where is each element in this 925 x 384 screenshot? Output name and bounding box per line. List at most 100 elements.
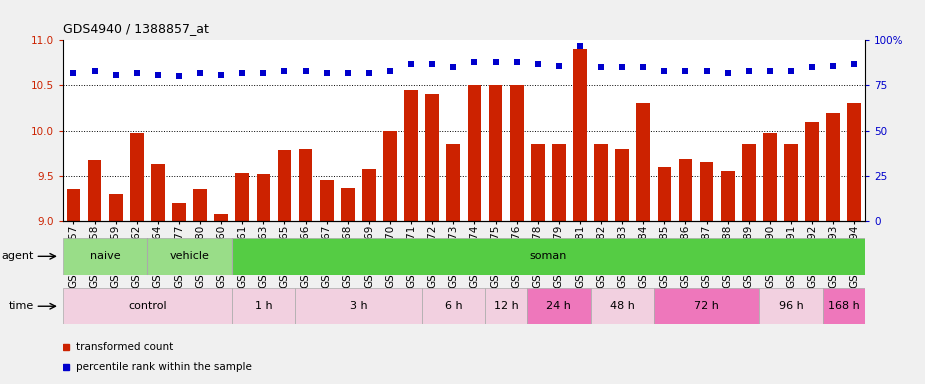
Point <box>530 61 545 67</box>
Point <box>446 64 461 71</box>
Point <box>362 70 376 76</box>
Point <box>783 68 798 74</box>
Bar <box>256 174 270 221</box>
Bar <box>590 288 654 324</box>
Point <box>551 63 566 69</box>
Text: 12 h: 12 h <box>494 301 519 311</box>
Bar <box>467 85 481 221</box>
Text: 24 h: 24 h <box>547 301 572 311</box>
Bar <box>784 144 798 221</box>
Bar <box>236 173 249 221</box>
Bar <box>67 189 80 221</box>
Bar <box>232 238 865 275</box>
Point <box>87 68 102 74</box>
Bar <box>485 288 527 324</box>
Point <box>742 68 757 74</box>
Point <box>615 64 630 71</box>
Point <box>403 61 418 67</box>
Point <box>425 61 439 67</box>
Point <box>171 73 186 79</box>
Bar <box>488 85 502 221</box>
Text: time: time <box>8 301 33 311</box>
Bar <box>193 189 207 221</box>
Text: 96 h: 96 h <box>779 301 804 311</box>
Point <box>256 70 271 76</box>
Text: 6 h: 6 h <box>445 301 462 311</box>
Bar <box>295 288 422 324</box>
Point <box>235 70 250 76</box>
Bar <box>232 288 295 324</box>
Point <box>762 68 777 74</box>
Bar <box>527 288 590 324</box>
Bar <box>594 144 608 221</box>
Text: 3 h: 3 h <box>350 301 367 311</box>
Bar <box>826 113 840 221</box>
Bar <box>699 162 713 221</box>
Point <box>383 68 398 74</box>
Bar <box>299 149 313 221</box>
Bar <box>615 149 629 221</box>
Point <box>805 64 820 71</box>
Point <box>340 70 355 76</box>
Bar <box>721 171 734 221</box>
Bar <box>422 288 485 324</box>
Point <box>678 68 693 74</box>
Bar <box>447 144 461 221</box>
Bar <box>763 133 777 221</box>
Bar <box>426 94 439 221</box>
Point <box>467 59 482 65</box>
Text: vehicle: vehicle <box>169 251 209 262</box>
Text: 168 h: 168 h <box>828 301 859 311</box>
Bar <box>552 144 566 221</box>
Bar <box>88 161 102 221</box>
Point <box>635 64 650 71</box>
Text: transformed count: transformed count <box>76 342 174 352</box>
Point <box>108 71 123 78</box>
Bar <box>742 144 756 221</box>
Bar <box>320 180 334 221</box>
Bar <box>531 144 545 221</box>
Bar <box>278 149 291 221</box>
Bar <box>654 288 759 324</box>
Bar <box>404 90 418 221</box>
Bar <box>130 133 143 221</box>
Text: 1 h: 1 h <box>254 301 272 311</box>
Point <box>319 70 334 76</box>
Point <box>192 70 207 76</box>
Text: GDS4940 / 1388857_at: GDS4940 / 1388857_at <box>63 22 209 35</box>
Point <box>488 59 503 65</box>
Bar <box>63 238 147 275</box>
Point <box>151 71 166 78</box>
Point <box>721 70 735 76</box>
Text: percentile rank within the sample: percentile rank within the sample <box>76 362 253 372</box>
Point <box>510 59 524 65</box>
Bar <box>147 238 232 275</box>
Point <box>847 61 862 67</box>
Bar <box>847 103 861 221</box>
Point <box>594 64 609 71</box>
Text: 72 h: 72 h <box>694 301 719 311</box>
Bar <box>172 203 186 221</box>
Point <box>130 70 144 76</box>
Point <box>657 68 672 74</box>
Text: agent: agent <box>1 251 33 262</box>
Point <box>66 70 80 76</box>
Bar <box>63 288 232 324</box>
Bar <box>806 121 819 221</box>
Bar <box>658 167 672 221</box>
Text: control: control <box>128 301 166 311</box>
Bar <box>109 194 122 221</box>
Bar <box>636 103 650 221</box>
Point <box>214 71 228 78</box>
Bar <box>822 288 865 324</box>
Point <box>573 43 587 49</box>
Bar <box>383 131 397 221</box>
Point <box>826 63 841 69</box>
Bar <box>362 169 376 221</box>
Point <box>699 68 714 74</box>
Bar <box>759 288 822 324</box>
Bar <box>574 49 586 221</box>
Text: 48 h: 48 h <box>610 301 635 311</box>
Bar <box>510 85 524 221</box>
Text: soman: soman <box>530 251 567 262</box>
